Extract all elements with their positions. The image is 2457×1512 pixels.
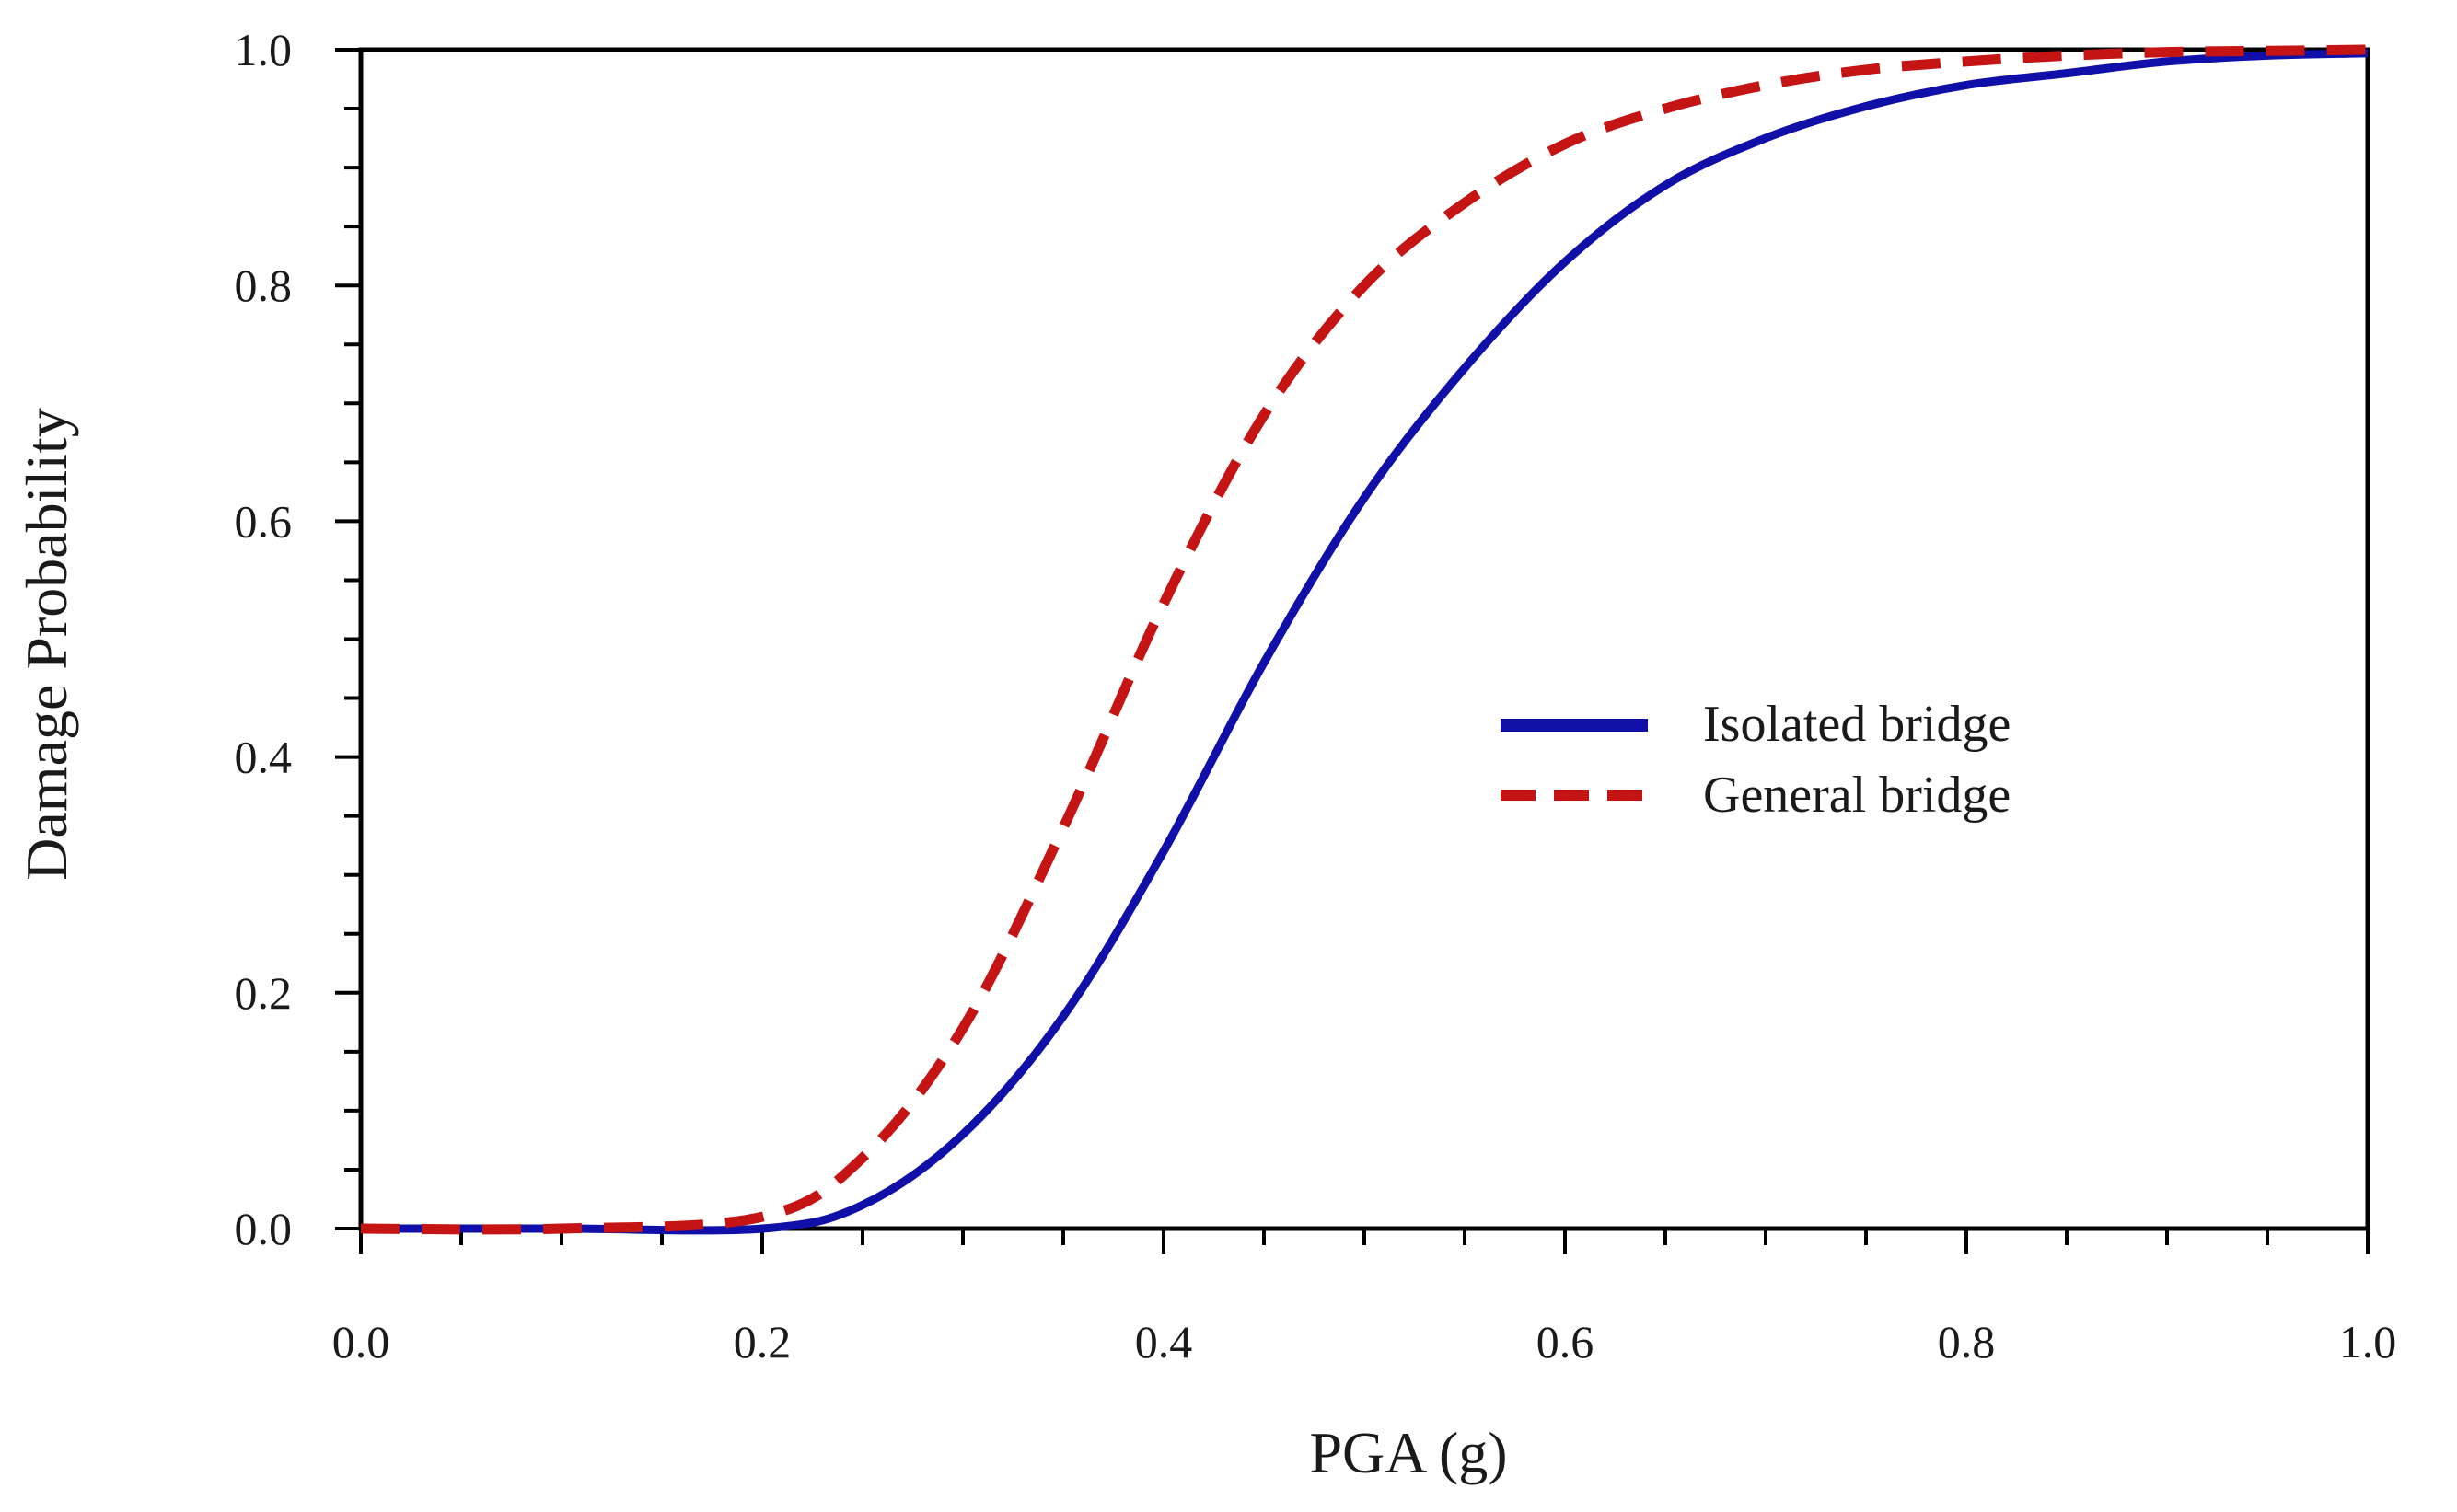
plot-border [358, 47, 2370, 1231]
y-tick-label: 1.0 [235, 24, 293, 75]
legend-label-isolated: Isolated bridge [1703, 696, 2011, 753]
y-tick-label: 0.4 [235, 732, 293, 783]
legend-label-general: General bridge [1703, 767, 2011, 824]
x-tick-label: 1.0 [2339, 1316, 2397, 1368]
legend: Isolated bridge General bridge [1501, 696, 2011, 824]
y-axis-title: Damage Probability [14, 408, 79, 881]
series-layer [360, 44, 2369, 1235]
y-axis: 0.0 0.2 0.4 0.6 0.8 1.0 [235, 24, 361, 1254]
x-tick-label: 0.0 [332, 1316, 390, 1368]
y-tick-label: 0.2 [235, 967, 293, 1019]
y-tick-label: 0.8 [235, 260, 293, 311]
x-tick-label: 0.2 [734, 1316, 792, 1368]
x-axis-title: PGA (g) [1309, 1420, 1507, 1485]
y-tick-label: 0.0 [235, 1203, 293, 1254]
x-axis: 0.0 0.2 0.4 0.6 0.8 1.0 [332, 1229, 2397, 1368]
series-line-general-bridge [360, 44, 2369, 1235]
y-tick-label: 0.6 [235, 495, 293, 547]
x-tick-label: 0.6 [1536, 1316, 1594, 1368]
x-tick-label: 0.8 [1938, 1316, 1996, 1368]
x-tick-label: 0.4 [1135, 1316, 1193, 1368]
plot-frame [358, 47, 2370, 1231]
series-line-isolated-bridge [361, 49, 2369, 1235]
